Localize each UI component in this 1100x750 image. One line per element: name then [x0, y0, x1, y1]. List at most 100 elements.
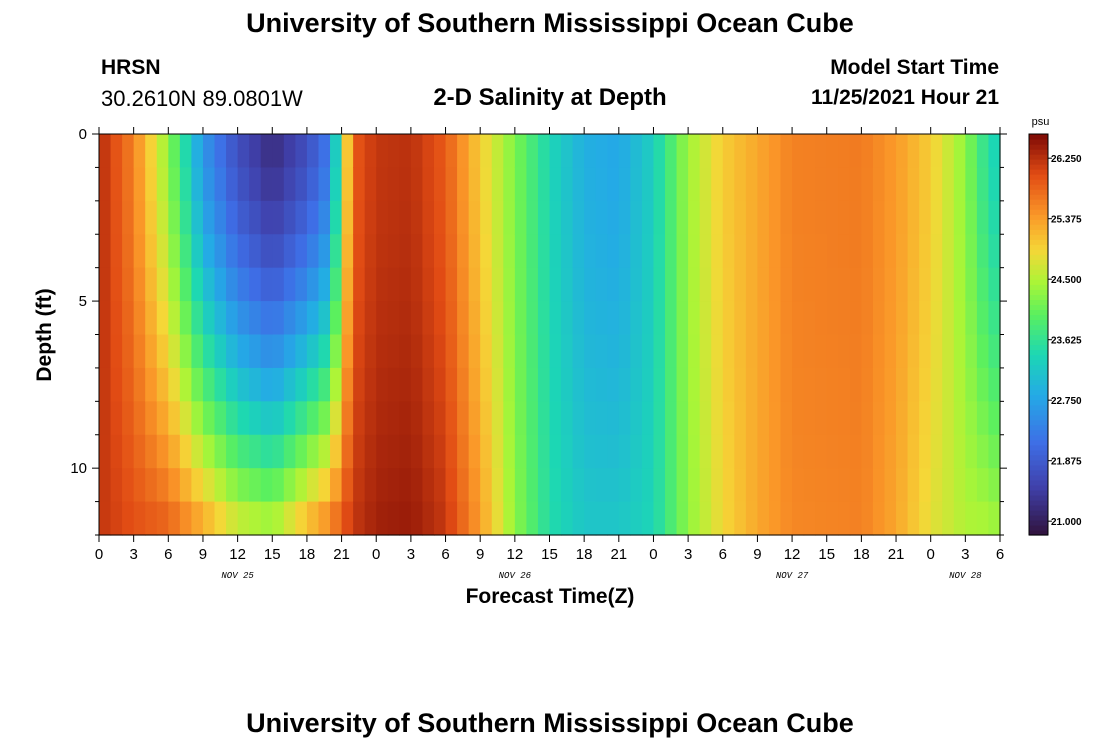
heatmap-cell — [399, 401, 412, 436]
heatmap-cell — [584, 501, 597, 536]
heatmap-cell — [433, 200, 447, 235]
heatmap-cell — [768, 234, 782, 269]
chart-subtitle: 2-D Salinity at Depth — [433, 84, 667, 111]
heatmap-cell — [491, 234, 504, 269]
heatmap-cell — [896, 267, 909, 302]
heatmap-cell — [272, 334, 285, 369]
heatmap-cell — [272, 301, 285, 336]
colorbar-segment — [1029, 524, 1048, 531]
colorbar-segment — [1029, 269, 1048, 275]
heatmap-cell — [861, 367, 874, 402]
heatmap-cell — [387, 468, 400, 503]
heatmap-cell — [468, 367, 481, 402]
heatmap-cell — [768, 401, 782, 436]
heatmap-cell — [376, 234, 389, 269]
heatmap-cell — [607, 234, 620, 269]
heatmap-cell — [537, 167, 551, 202]
heatmap-cell — [838, 301, 851, 336]
heatmap-cell — [976, 234, 990, 269]
heatmap-cell — [410, 367, 424, 402]
heatmap-cell — [110, 267, 123, 302]
heatmap-cell — [618, 434, 631, 469]
date-label: NOV 28 — [949, 571, 982, 581]
heatmap-cell — [433, 434, 447, 469]
heatmap-cell — [965, 200, 978, 235]
heatmap-cell — [757, 334, 770, 369]
heatmap-cell — [665, 501, 678, 536]
heatmap-cell — [896, 334, 909, 369]
colorbar-segment — [1029, 324, 1048, 331]
heatmap-cell — [503, 167, 516, 202]
heatmap-cell — [838, 501, 851, 536]
heatmap-cell — [537, 301, 551, 336]
heatmap-cell — [803, 267, 816, 302]
heatmap-cell — [953, 434, 966, 469]
heatmap-cell — [410, 434, 424, 469]
heatmap-cell — [549, 434, 562, 469]
heatmap-cell — [607, 501, 620, 536]
heatmap-cell — [688, 301, 701, 336]
heatmap-cell — [872, 401, 886, 436]
heatmap-cell — [699, 234, 712, 269]
heatmap-cell — [618, 468, 631, 503]
heatmap-cell — [757, 167, 770, 202]
heatmap-cell — [514, 267, 527, 302]
heatmap-cell — [480, 301, 493, 336]
heatmap-cell — [353, 501, 366, 536]
heatmap-cell — [988, 401, 1001, 436]
heatmap-cell — [122, 134, 135, 169]
heatmap-cell — [226, 468, 239, 503]
heatmap-cell — [653, 367, 666, 402]
heatmap-cell — [976, 200, 990, 235]
heatmap-cell — [976, 267, 990, 302]
colorbar-segment — [1029, 219, 1048, 225]
heatmap-cell — [145, 200, 158, 235]
heatmap-cell — [422, 468, 435, 503]
colorbar-segment — [1029, 319, 1048, 326]
heatmap-cell — [514, 200, 527, 235]
heatmap-cell — [618, 301, 631, 336]
x-tick-label: 6 — [719, 546, 727, 563]
heatmap-cell — [942, 334, 955, 369]
heatmap-cell — [896, 134, 909, 169]
heatmap-cell — [641, 501, 655, 536]
heatmap-cell — [561, 200, 574, 235]
heatmap-cell — [283, 501, 296, 536]
colorbar-segment — [1029, 274, 1048, 280]
heatmap-cell — [480, 167, 493, 202]
heatmap-cell — [399, 501, 412, 536]
heatmap-cell — [330, 468, 343, 503]
colorbar-tick-label: 26.250 — [1051, 154, 1082, 165]
heatmap-cell — [780, 134, 793, 169]
heatmap-cell — [214, 434, 227, 469]
heatmap-cell — [965, 167, 978, 202]
heatmap-cell — [965, 501, 978, 536]
heatmap-cell — [353, 267, 366, 302]
colorbar-segment — [1029, 279, 1048, 285]
heatmap-cell — [884, 167, 897, 202]
heatmap-cell — [99, 234, 112, 269]
heatmap-cell — [526, 134, 539, 169]
heatmap-cell — [133, 468, 146, 503]
heatmap-cell — [364, 234, 377, 269]
heatmap-cell — [757, 501, 770, 536]
heatmap-cell — [711, 334, 724, 369]
heatmap-cell — [422, 501, 435, 536]
heatmap-cell — [491, 401, 504, 436]
heatmap-cell — [641, 267, 655, 302]
heatmap-cell — [665, 367, 678, 402]
heatmap-cell — [930, 501, 943, 536]
heatmap-cell — [745, 234, 759, 269]
heatmap-cell — [318, 267, 331, 302]
heatmap-cell — [306, 234, 320, 269]
colorbar-tick-label: 24.500 — [1051, 275, 1082, 286]
colorbar-tick-label: 23.625 — [1051, 336, 1082, 347]
heatmap-cell — [618, 134, 631, 169]
heatmap-cell — [214, 167, 227, 202]
y-tick-label: 0 — [79, 126, 87, 143]
heatmap-cell — [179, 434, 193, 469]
heatmap-cell — [110, 200, 123, 235]
heatmap-cell — [745, 301, 759, 336]
heatmap-cell — [364, 334, 377, 369]
heatmap-cell — [537, 267, 551, 302]
